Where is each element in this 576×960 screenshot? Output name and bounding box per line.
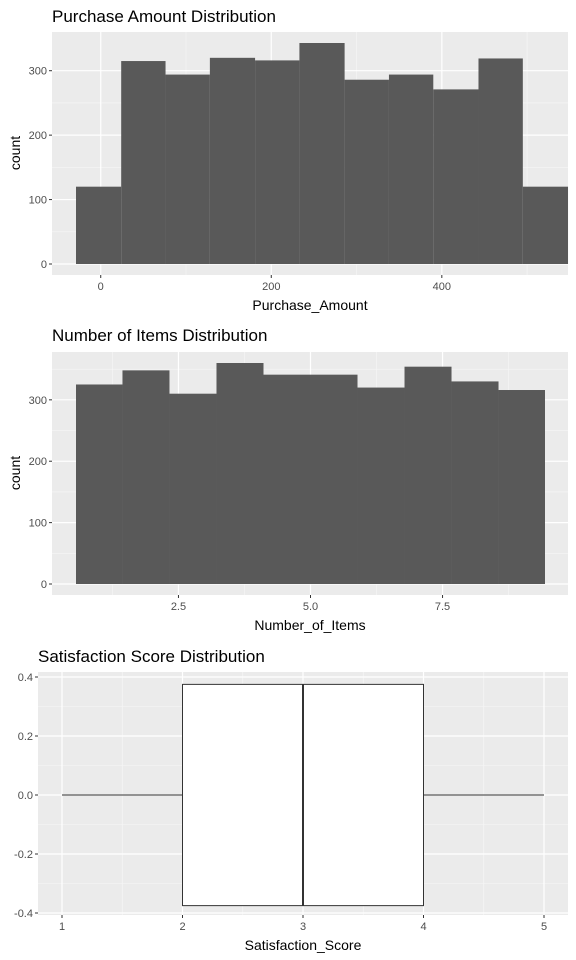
- number-of-items-panel: Number of Items Distribution 2.5 5.0 7.5 0 1…: [7, 326, 568, 633]
- histogram-bar: [263, 374, 311, 584]
- y-tick-label: 0: [41, 259, 47, 271]
- histogram-bar: [433, 89, 479, 264]
- chart-title: Satisfaction Score Distribution: [38, 647, 265, 666]
- x-tick-label: 5: [541, 921, 547, 933]
- histogram-bar: [478, 58, 523, 264]
- histogram-bar: [169, 393, 217, 584]
- histogram-bar: [299, 43, 345, 264]
- y-tick-label: 0.4: [18, 672, 33, 684]
- chart-title: Number of Items Distribution: [52, 326, 267, 345]
- x-tick-label: 7.5: [435, 601, 450, 613]
- histogram-bar: [310, 374, 358, 584]
- histogram-bar: [216, 363, 264, 584]
- y-tick-label: 300: [29, 395, 47, 407]
- histogram-bar: [121, 61, 166, 264]
- x-tick-label: 1: [59, 921, 65, 933]
- histogram-bar: [404, 366, 452, 584]
- histogram-bar: [209, 57, 256, 264]
- satisfaction-score-panel: Satisfaction Score Distribution 1 2 3 4 5 -0.…: [14, 647, 568, 953]
- y-tick-label: 100: [29, 518, 47, 530]
- boxplot: [62, 683, 544, 907]
- y-tick-label: 0.0: [18, 790, 33, 802]
- x-axis-label: Number_of_Items: [254, 617, 365, 633]
- histogram-bar: [76, 384, 123, 584]
- tick-labels: 0 200 400 0 100 200 300: [29, 66, 451, 293]
- histogram-bar: [76, 186, 122, 264]
- x-tick-label: 2.5: [171, 601, 186, 613]
- y-tick-label: 0.2: [18, 731, 33, 743]
- histogram-bar: [165, 74, 210, 264]
- x-tick-label: 4: [420, 921, 426, 933]
- x-axis-label: Purchase_Amount: [252, 297, 367, 313]
- y-axis-label: count: [7, 136, 23, 170]
- y-tick-label: 300: [29, 66, 47, 78]
- histogram-bar: [255, 60, 300, 264]
- histogram-bar: [388, 74, 434, 264]
- histogram-bar: [498, 390, 545, 584]
- histogram-bar: [344, 79, 389, 264]
- x-tick-label: 5.0: [303, 601, 318, 613]
- histogram-bars: [76, 43, 569, 264]
- y-tick-label: 100: [29, 195, 47, 207]
- histogram-bar: [522, 186, 569, 264]
- histogram-bar: [122, 370, 170, 584]
- y-tick-label: -0.2: [14, 849, 33, 861]
- histogram-bar: [357, 387, 405, 584]
- x-tick-label: 400: [433, 281, 451, 293]
- x-tick-label: 0: [98, 281, 104, 293]
- histogram-bar: [451, 381, 499, 584]
- x-tick-label: 3: [300, 921, 306, 933]
- chart-title: Purchase Amount Distribution: [52, 7, 276, 26]
- histogram-bars: [76, 363, 545, 584]
- x-tick-label: 200: [262, 281, 280, 293]
- y-tick-label: 200: [29, 130, 47, 142]
- x-tick-label: 2: [179, 921, 185, 933]
- x-axis-label: Satisfaction_Score: [245, 937, 362, 953]
- y-tick-label: -0.4: [14, 908, 33, 920]
- y-tick-label: 0: [41, 579, 47, 591]
- tick-labels: 2.5 5.0 7.5 0 100 200 300: [29, 395, 451, 613]
- y-axis-label: count: [7, 456, 23, 490]
- tick-labels: 1 2 3 4 5 -0.4 -0.2 0.0 0.2 0.4: [14, 672, 547, 933]
- y-tick-label: 200: [29, 456, 47, 468]
- purchase-amount-panel: Purchase Amount Distribution 0 200 400 0 100…: [7, 7, 569, 313]
